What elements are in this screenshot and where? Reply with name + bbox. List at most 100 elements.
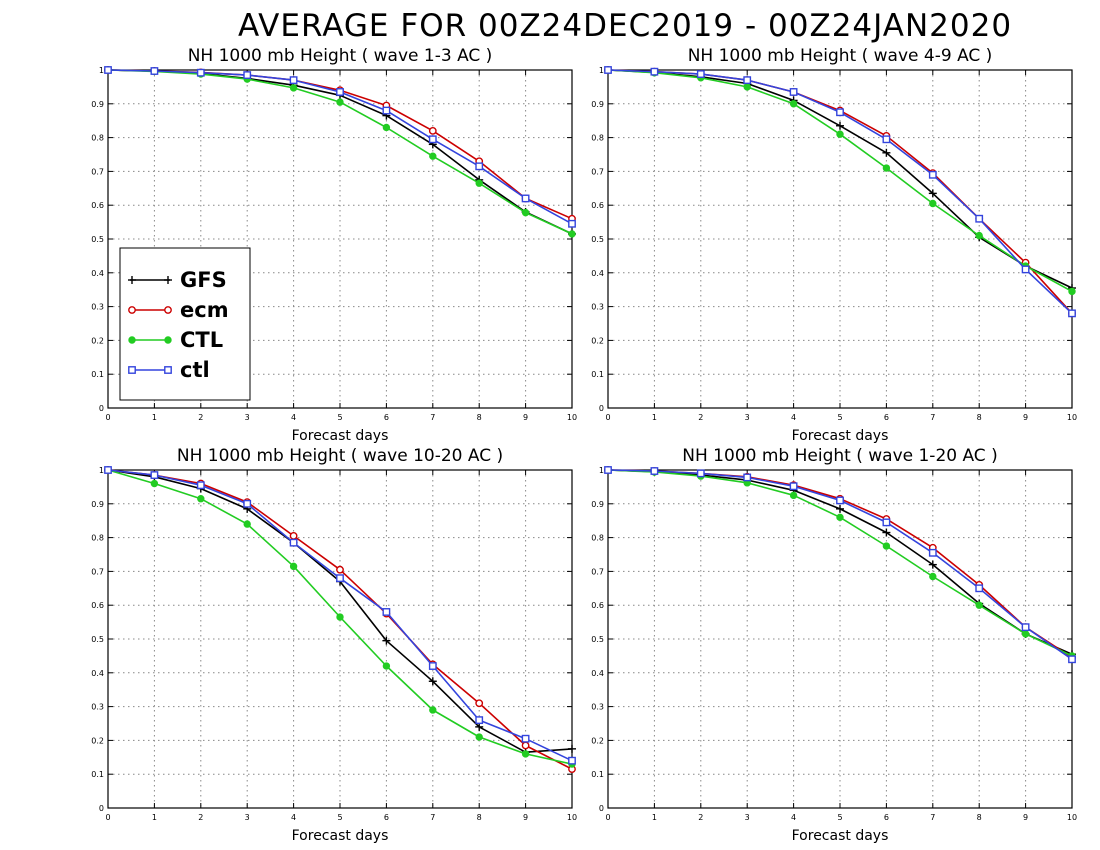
series-ctl-upper-point <box>789 100 798 108</box>
panel-title: NH 1000 mb Height ( wave 1-3 AC ) <box>188 46 493 66</box>
y-tick-label: 0.8 <box>591 534 604 543</box>
series-ctl-lower-point <box>336 574 344 583</box>
series-ctl-upper-point <box>289 562 298 571</box>
legend-marker-left <box>128 306 136 314</box>
series-ctl-upper-point <box>789 491 798 500</box>
series-ctl-upper-point <box>150 479 159 488</box>
x-tick-label: 3 <box>745 813 750 822</box>
y-tick-label: 0.7 <box>91 167 104 176</box>
y-tick-label: 0.8 <box>91 534 104 543</box>
x-tick-label: 0 <box>105 813 110 822</box>
panel-wave-10-20: NH 1000 mb Height ( wave 10-20 AC ) Fore… <box>91 446 577 844</box>
y-tick-label: 0.3 <box>91 703 104 712</box>
x-tick-label: 6 <box>884 813 889 822</box>
x-tick-label: 5 <box>837 813 842 822</box>
series-ctl-lower-point <box>789 88 798 96</box>
legend-marker-left <box>128 276 136 284</box>
series-ctl-lower-point <box>604 466 612 474</box>
series-ctl-lower-point <box>882 518 891 527</box>
series-ctl-lower-point <box>836 108 844 117</box>
y-tick-label: 0.2 <box>591 336 604 345</box>
legend-marker-right <box>164 306 172 314</box>
x-tick-label: 3 <box>245 813 250 822</box>
series-ctl-lower <box>604 66 1076 318</box>
legend-marker-right <box>164 366 172 374</box>
series-ctl-lower-point <box>521 734 530 743</box>
series-ctl-lower-point <box>428 662 437 670</box>
y-tick-label: 0.5 <box>91 635 104 644</box>
legend-marker-left <box>128 336 136 344</box>
y-tick-label: 0.6 <box>591 601 604 610</box>
series-ctl-upper-point <box>836 513 844 522</box>
legend-marker-right <box>164 336 172 344</box>
y-tick-label: 0.8 <box>91 134 104 143</box>
series-ctl-upper-point <box>429 706 437 714</box>
series-ctl-lower-point <box>1068 309 1076 318</box>
y-tick-label: 0.2 <box>591 736 604 745</box>
series-ctl-upper-point <box>929 572 937 581</box>
series-ctl-lower-point <box>428 135 437 144</box>
x-tick-label: 6 <box>884 413 889 422</box>
series-ctl-lower-point <box>650 467 659 475</box>
series-ctl-upper-point <box>521 750 530 758</box>
series-ctl-lower-point <box>1021 623 1030 632</box>
y-tick-label: 0.1 <box>91 770 104 779</box>
figure-title: AVERAGE FOR 00Z24DEC2019 - 00Z24JAN2020 <box>238 8 1012 44</box>
x-tick-label: 10 <box>1067 413 1077 422</box>
y-tick-label: 0.9 <box>91 100 104 109</box>
series-ctl-lower-point <box>289 538 298 547</box>
legend-entry-ctl-upper: CTL <box>130 328 223 352</box>
y-tick-label: 1 <box>599 466 604 475</box>
grid <box>608 470 1072 808</box>
panel-wave-1-20: NH 1000 mb Height ( wave 1-20 AC ) Forec… <box>591 446 1077 844</box>
x-tick-label: 1 <box>652 813 657 822</box>
series-ctl-lower-point <box>1068 655 1076 664</box>
series-ctl-lower-point <box>196 68 205 77</box>
y-tick-label: 0.9 <box>91 500 104 509</box>
legend-label-ctl-upper: CTL <box>180 328 223 352</box>
series-ctl-lower-point <box>696 70 705 78</box>
x-tick-label: 7 <box>930 413 935 422</box>
y-tick-label: 0.4 <box>91 269 104 278</box>
series-ctl-lower-point <box>196 481 205 490</box>
y-tick-label: 1 <box>99 66 104 75</box>
series-ctl-upper-point <box>1021 630 1030 638</box>
y-tick-label: 0.8 <box>591 134 604 143</box>
y-tick-label: 0.3 <box>591 303 604 312</box>
y-tick-label: 0.7 <box>91 567 104 576</box>
series-ctl-upper-point <box>882 542 891 550</box>
y-tick-label: 0.4 <box>591 269 604 278</box>
x-tick-label: 3 <box>245 413 250 422</box>
series-ctl-upper-point <box>743 83 751 91</box>
y-tick-label: 1 <box>99 466 104 475</box>
series-ctl-lower-point <box>150 67 159 75</box>
y-tick-label: 0 <box>99 404 104 413</box>
legend-marker-right <box>164 276 172 284</box>
x-tick-label: 9 <box>523 813 528 822</box>
x-tick-label: 4 <box>291 413 296 422</box>
series-ctl-upper-point <box>568 230 576 238</box>
y-tick-label: 0.2 <box>91 336 104 345</box>
panel-title: NH 1000 mb Height ( wave 1-20 AC ) <box>682 446 997 466</box>
x-tick-label: 7 <box>930 813 935 822</box>
x-tick-label: 7 <box>430 813 435 822</box>
y-tick-label: 0.5 <box>591 235 604 244</box>
series-gfs-point <box>382 636 391 645</box>
series-ctl-lower-point <box>521 194 530 203</box>
y-tick-label: 1 <box>599 66 604 75</box>
series-ctl-upper-point <box>243 520 251 528</box>
series-ctl-lower-point <box>150 471 159 479</box>
series-gfs-point <box>475 722 484 731</box>
x-tick-label: 8 <box>477 413 482 422</box>
y-tick-label: 0.3 <box>91 303 104 312</box>
series-ctl-upper-point <box>475 733 483 741</box>
series-ecm-point <box>428 126 437 135</box>
series-ctl-lower <box>104 466 576 765</box>
series-ecm-point <box>521 741 530 750</box>
legend-box <box>119 247 251 401</box>
series-ctl-upper-point <box>336 613 344 621</box>
x-tick-label: 6 <box>384 413 389 422</box>
x-tick-label: 7 <box>430 413 435 422</box>
x-tick-label: 5 <box>337 413 342 422</box>
series-ctl-lower-point <box>743 76 752 85</box>
